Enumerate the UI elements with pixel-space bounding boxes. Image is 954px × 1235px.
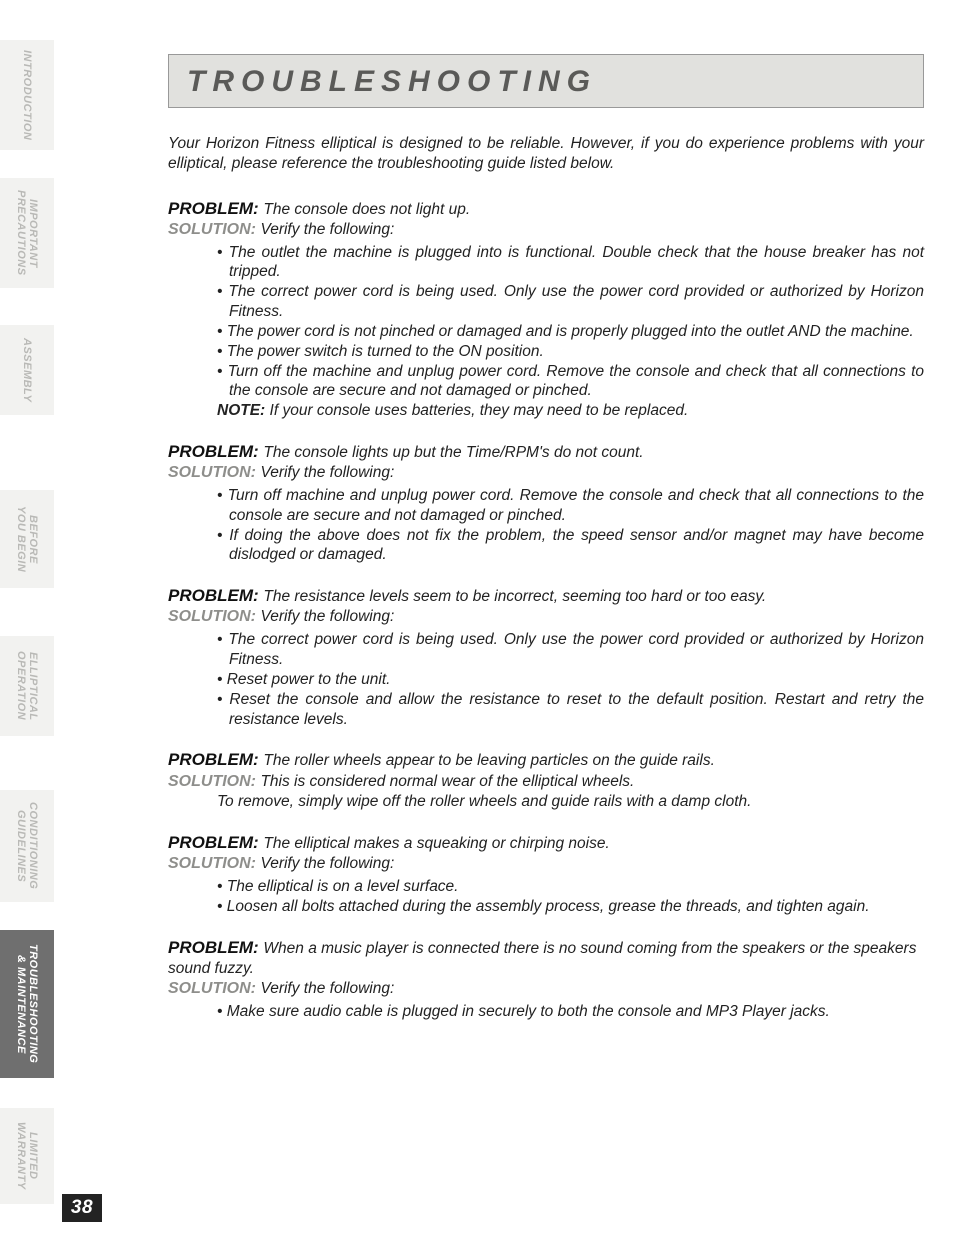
problem-label: PROBLEM: xyxy=(168,938,263,957)
problem-text: The elliptical makes a squeaking or chir… xyxy=(263,835,609,852)
troubleshooting-item: PROBLEM: The console does not light up.S… xyxy=(168,198,924,421)
bullet-item: The elliptical is on a level surface. xyxy=(217,877,924,897)
problem-label: PROBLEM: xyxy=(168,833,263,852)
solution-label: SOLUTION: xyxy=(168,980,260,997)
problem-line: PROBLEM: The elliptical makes a squeakin… xyxy=(168,832,924,854)
main-content: TROUBLESHOOTING Your Horizon Fitness ell… xyxy=(168,54,924,1042)
sidebar-tab[interactable]: INTRODUCTION xyxy=(0,40,54,150)
solution-label: SOLUTION: xyxy=(168,464,260,481)
sidebar-tab[interactable]: CONDITIONING GUIDELINES xyxy=(0,790,54,902)
sidebar-tab-label: ASSEMBLY xyxy=(21,338,33,402)
bullet-item: If doing the above does not fix the prob… xyxy=(217,526,924,566)
problem-line: PROBLEM: When a music player is connecte… xyxy=(168,937,924,979)
title-box: TROUBLESHOOTING xyxy=(168,54,924,108)
problem-line: PROBLEM: The console does not light up. xyxy=(168,198,924,220)
sidebar-tab-label: TROUBLESHOOTING & MAINTENANCE xyxy=(15,944,39,1063)
solution-text: This is considered normal wear of the el… xyxy=(260,773,634,790)
sidebar-tabs: INTRODUCTION IMPORTANT PRECAUTIONS ASSEMBL… xyxy=(0,0,54,1235)
sidebar-tab[interactable]: ELLIPTICAL OPERATION xyxy=(0,636,54,736)
note-text: If your console uses batteries, they may… xyxy=(270,402,689,419)
troubleshooting-item: PROBLEM: The roller wheels appear to be … xyxy=(168,749,924,812)
sidebar-tab-label: IMPORTANT PRECAUTIONS xyxy=(15,190,39,276)
solution-label: SOLUTION: xyxy=(168,221,260,238)
bullet-list: Turn off machine and unplug power cord. … xyxy=(168,486,924,565)
troubleshooting-sections: PROBLEM: The console does not light up.S… xyxy=(168,198,924,1022)
troubleshooting-item: PROBLEM: The console lights up but the T… xyxy=(168,441,924,565)
troubleshooting-item: PROBLEM: The resistance levels seem to b… xyxy=(168,585,924,729)
problem-text: The roller wheels appear to be leaving p… xyxy=(263,752,714,769)
page-title: TROUBLESHOOTING xyxy=(187,65,905,99)
problem-text: The resistance levels seem to be incorre… xyxy=(263,588,766,605)
solution-line: SOLUTION: Verify the following: xyxy=(168,220,924,241)
bullet-item: Turn off machine and unplug power cord. … xyxy=(217,486,924,526)
bullet-item: Loosen all bolts attached during the ass… xyxy=(217,897,924,917)
solution-label: SOLUTION: xyxy=(168,608,260,625)
solution-line: SOLUTION: Verify the following: xyxy=(168,463,924,484)
intro-text: Your Horizon Fitness elliptical is desig… xyxy=(168,134,924,174)
solution-extra: To remove, simply wipe off the roller wh… xyxy=(168,792,924,812)
bullet-item: The outlet the machine is plugged into i… xyxy=(217,243,924,283)
bullet-item: The correct power cord is being used. On… xyxy=(217,630,924,670)
bullet-list: The correct power cord is being used. On… xyxy=(168,630,924,729)
sidebar-tab-label: CONDITIONING GUIDELINES xyxy=(15,802,39,889)
bullet-item: Reset the console and allow the resistan… xyxy=(217,690,924,730)
sidebar-tab-label: ELLIPTICAL OPERATION xyxy=(15,651,39,720)
problem-text: The console lights up but the Time/RPM's… xyxy=(263,444,643,461)
sidebar-tab-label: BEFORE YOU BEGIN xyxy=(15,506,39,572)
problem-text: The console does not light up. xyxy=(263,201,470,218)
solution-text: Verify the following: xyxy=(260,980,394,997)
page-number: 38 xyxy=(62,1194,102,1222)
solution-text: Verify the following: xyxy=(260,608,394,625)
problem-text: When a music player is connected there i… xyxy=(168,940,916,977)
bullet-list: The elliptical is on a level surface.Loo… xyxy=(168,877,924,917)
problem-label: PROBLEM: xyxy=(168,199,263,218)
solution-line: SOLUTION: Verify the following: xyxy=(168,607,924,628)
solution-text: Verify the following: xyxy=(260,221,394,238)
sidebar-tab[interactable]: LIMITED WARRANTY xyxy=(0,1108,54,1204)
note-line: NOTE: If your console uses batteries, th… xyxy=(168,401,924,421)
solution-line: SOLUTION: Verify the following: xyxy=(168,979,924,1000)
troubleshooting-item: PROBLEM: When a music player is connecte… xyxy=(168,937,924,1022)
solution-label: SOLUTION: xyxy=(168,773,260,790)
sidebar-tab[interactable]: TROUBLESHOOTING & MAINTENANCE xyxy=(0,930,54,1078)
bullet-item: The correct power cord is being used. On… xyxy=(217,282,924,322)
bullet-item: Reset power to the unit. xyxy=(217,670,924,690)
troubleshooting-item: PROBLEM: The elliptical makes a squeakin… xyxy=(168,832,924,917)
solution-line: SOLUTION: This is considered normal wear… xyxy=(168,772,924,793)
solution-label: SOLUTION: xyxy=(168,855,260,872)
note-label: NOTE: xyxy=(217,402,270,419)
sidebar-tab-label: LIMITED WARRANTY xyxy=(15,1122,39,1190)
problem-line: PROBLEM: The resistance levels seem to b… xyxy=(168,585,924,607)
sidebar-tab[interactable]: IMPORTANT PRECAUTIONS xyxy=(0,178,54,288)
problem-line: PROBLEM: The roller wheels appear to be … xyxy=(168,749,924,771)
solution-line: SOLUTION: Verify the following: xyxy=(168,854,924,875)
bullet-item: Make sure audio cable is plugged in secu… xyxy=(217,1002,924,1022)
sidebar-tab[interactable]: BEFORE YOU BEGIN xyxy=(0,490,54,588)
problem-label: PROBLEM: xyxy=(168,586,263,605)
problem-label: PROBLEM: xyxy=(168,750,263,769)
bullet-item: The power cord is not pinched or damaged… xyxy=(217,322,924,342)
sidebar-tab[interactable]: ASSEMBLY xyxy=(0,325,54,415)
bullet-list: Make sure audio cable is plugged in secu… xyxy=(168,1002,924,1022)
bullet-item: The power switch is turned to the ON pos… xyxy=(217,342,924,362)
problem-line: PROBLEM: The console lights up but the T… xyxy=(168,441,924,463)
problem-label: PROBLEM: xyxy=(168,442,263,461)
bullet-list: The outlet the machine is plugged into i… xyxy=(168,243,924,402)
bullet-item: Turn off the machine and unplug power co… xyxy=(217,362,924,402)
solution-text: Verify the following: xyxy=(260,464,394,481)
solution-text: Verify the following: xyxy=(260,855,394,872)
sidebar-tab-label: INTRODUCTION xyxy=(21,50,33,140)
